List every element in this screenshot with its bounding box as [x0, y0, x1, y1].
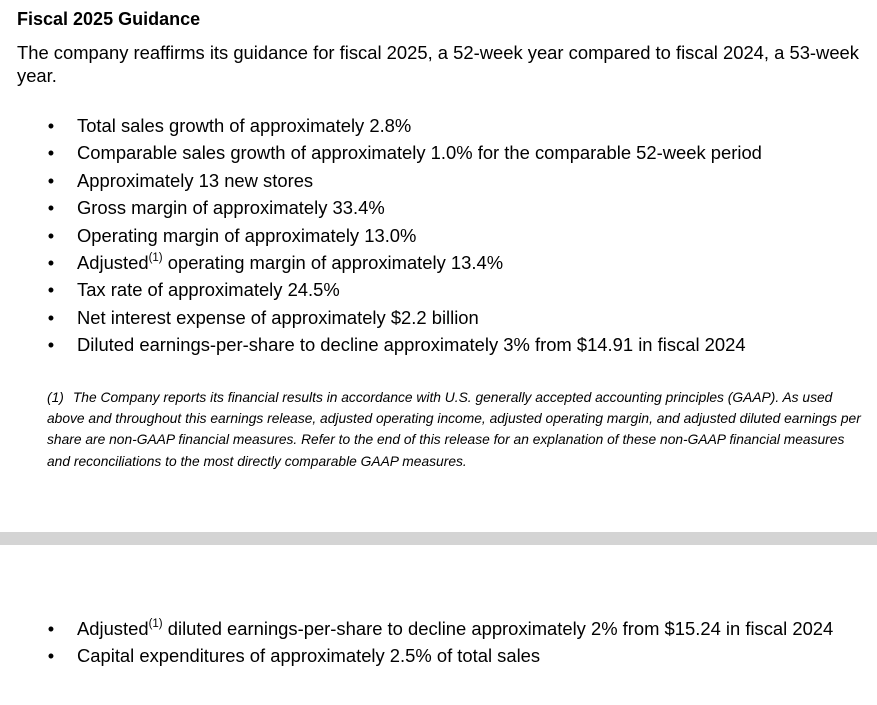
footnote-marker: (1)	[47, 390, 64, 405]
list-item-text: Tax rate of approximately 24.5%	[77, 279, 340, 301]
list-item: • Net interest expense of approximately …	[0, 304, 877, 331]
list-item-prefix: Adjusted	[77, 252, 149, 274]
bullet-icon: •	[47, 306, 55, 328]
list-item-text: Total sales growth of approximately 2.8%	[77, 115, 412, 136]
intro-paragraph: The company reaffirms its guidance for f…	[17, 42, 859, 86]
bullet-icon: •	[47, 224, 55, 246]
footnote-reference: (1)	[148, 251, 163, 264]
document-page-top: Fiscal 2025 Guidance The company reaffir…	[0, 9, 877, 472]
bullet-icon: •	[47, 334, 55, 356]
bullet-icon: •	[47, 197, 55, 219]
section-heading: Fiscal 2025 Guidance	[17, 9, 201, 29]
bullet-icon: •	[47, 169, 55, 191]
list-item: • Operating margin of approximately 13.0…	[0, 222, 877, 249]
list-item: • Approximately 13 new stores	[0, 167, 877, 194]
list-item: • Adjusted(1) operating margin of approx…	[0, 249, 877, 276]
list-item: • Total sales growth of approximately 2.…	[0, 112, 877, 139]
list-item-text: Gross margin of approximately 33.4%	[77, 197, 385, 219]
list-item-text: Approximately 13 new stores	[77, 169, 314, 191]
list-item-text: operating margin of approximately 13.4%	[162, 252, 504, 274]
bullet-icon: •	[47, 279, 55, 301]
guidance-list: • Total sales growth of approximately 2.…	[0, 112, 877, 359]
bullet-icon: •	[47, 142, 55, 164]
list-item: • Diluted earnings-per-share to decline …	[0, 331, 877, 358]
list-item: • Capital expenditures of approximately …	[0, 642, 877, 669]
bullet-icon: •	[47, 645, 55, 666]
list-item-text: Operating margin of approximately 13.0%	[77, 224, 417, 246]
footnote-reference: (1)	[148, 617, 163, 630]
document-page-bottom	[0, 545, 877, 705]
list-item-text: Diluted earnings-per-share to decline ap…	[77, 334, 746, 356]
list-item-text: diluted earnings-per-share to decline ap…	[162, 618, 834, 639]
list-item-text: Comparable sales growth of approximately…	[77, 142, 762, 164]
list-item: • Adjusted(1) diluted earnings-per-share…	[0, 615, 877, 642]
bullet-icon: •	[47, 252, 55, 274]
continued-guidance-list: • Adjusted(1) diluted earnings-per-share…	[0, 615, 877, 669]
list-item: • Tax rate of approximately 24.5%	[0, 276, 877, 303]
list-item-text: Capital expenditures of approximately 2.…	[77, 645, 541, 666]
list-item: • Comparable sales growth of approximate…	[0, 139, 877, 166]
list-item-prefix: Adjusted	[77, 618, 149, 639]
footnote: (1) The Company reports its financial res…	[47, 387, 869, 472]
bullet-icon: •	[47, 115, 55, 136]
list-item: • Gross margin of approximately 33.4%	[0, 194, 877, 221]
list-item-text: Net interest expense of approximately $2…	[77, 306, 479, 328]
footnote-text: The Company reports its financial result…	[47, 390, 861, 469]
bullet-icon: •	[47, 618, 55, 639]
page-separator	[0, 532, 877, 545]
